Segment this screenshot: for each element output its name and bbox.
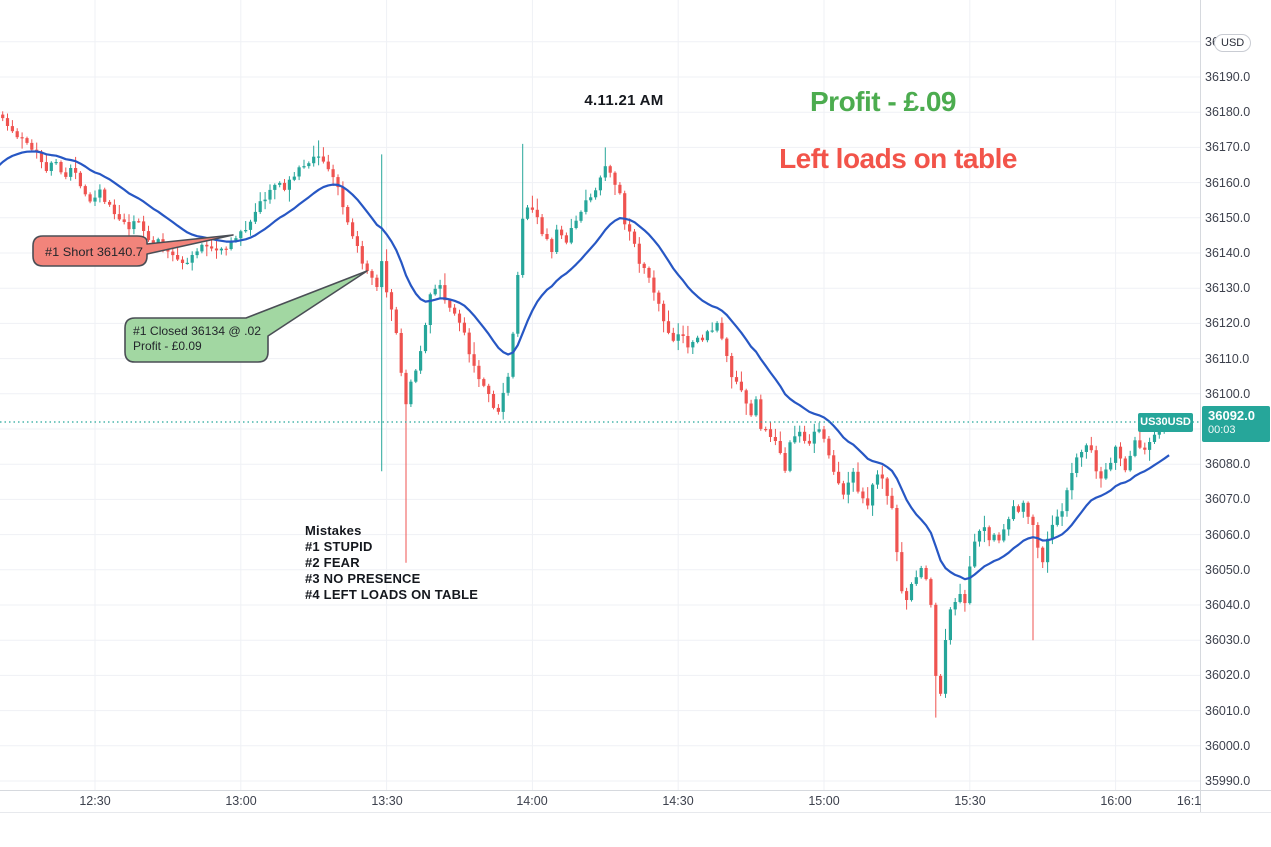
warning-note[interactable]: Left loads on table: [779, 143, 1017, 174]
price-tick-label: 36040.0: [1205, 598, 1251, 612]
candle-countdown: 00:03: [1208, 424, 1236, 436]
price-tick-label: 36080.0: [1205, 457, 1251, 471]
price-tick-label: 36050.0: [1205, 563, 1251, 577]
timestamp-note[interactable]: 4.11.21 AM: [584, 92, 664, 109]
mistakes-item-2: #2 FEAR: [305, 555, 360, 570]
time-axis-bottom-border: [0, 812, 1271, 813]
mistakes-item-1: #1 STUPID: [305, 539, 373, 554]
time-tick-label: 14:30: [662, 794, 694, 808]
short-entry-callout-bubble[interactable]: [32, 234, 234, 267]
last-price-value: 36092.0: [1208, 408, 1255, 423]
trade-closed-callout-line2: Profit - £0.09: [133, 339, 202, 353]
time-tick-label: 16:1: [1176, 794, 1202, 808]
price-tick-label: 36140.0: [1205, 246, 1251, 260]
price-tick-label: 36190.0: [1205, 70, 1251, 84]
annotation-overlay: #1 Short 36140.7 #1 Closed 36134 @ .02 P…: [32, 234, 368, 363]
price-tick-label: 36000.0: [1205, 739, 1251, 753]
profit-note[interactable]: Profit - £.09: [810, 86, 956, 117]
price-axis-border: [1200, 0, 1201, 812]
time-tick-label: 13:00: [225, 794, 257, 808]
price-tick-label: 36130.0: [1205, 281, 1251, 295]
price-tick-label: 36070.0: [1205, 492, 1251, 506]
price-tick-label: 36100.0: [1205, 387, 1251, 401]
price-tick-label: 36150.0: [1205, 211, 1251, 225]
price-tick-label: 36120.0: [1205, 316, 1251, 330]
time-tick-label: 12:30: [79, 794, 111, 808]
time-tick-label: 14:00: [516, 794, 548, 808]
time-tick-label: 13:30: [371, 794, 403, 808]
price-tick-label: 36020.0: [1205, 668, 1251, 682]
trade-closed-callout[interactable]: #1 Closed 36134 @ .02 Profit - £0.09: [124, 270, 368, 363]
mistakes-title: Mistakes: [305, 523, 362, 538]
mistakes-note[interactable]: Mistakes #1 STUPID #2 FEAR #3 NO PRESENC…: [305, 523, 478, 603]
price-tick-label: 35990.0: [1205, 774, 1251, 788]
last-price-badge: 36092.0 00:03: [1202, 406, 1270, 442]
time-axis-border: [0, 790, 1271, 791]
price-tick-label: 36010.0: [1205, 704, 1251, 718]
time-tick-label: 15:30: [954, 794, 986, 808]
grid-layer: [0, 0, 1200, 790]
price-tick-label: 36110.0: [1205, 352, 1250, 366]
trade-closed-callout-line1: #1 Closed 36134 @ .02: [133, 324, 261, 338]
time-tick-label: 16:00: [1100, 794, 1132, 808]
trade-closed-callout-bubble[interactable]: [124, 270, 368, 363]
price-tick-label: 36060.0: [1205, 528, 1251, 542]
currency-usd-button[interactable]: USD: [1214, 34, 1252, 52]
candles-layer: [1, 111, 1171, 718]
candlestick-chart[interactable]: [0, 0, 1200, 790]
short-entry-callout-label: #1 Short 36140.7: [45, 245, 143, 259]
short-entry-callout[interactable]: #1 Short 36140.7: [32, 234, 234, 267]
ema-line[interactable]: [0, 150, 1170, 581]
time-tick-label: 15:00: [808, 794, 840, 808]
symbol-price-line-badge: US30USD: [1138, 413, 1193, 432]
mistakes-item-4: #4 LEFT LOADS ON TABLE: [305, 587, 479, 602]
price-tick-label: 36030.0: [1205, 633, 1251, 647]
price-tick-label: 36160.0: [1205, 176, 1251, 190]
price-tick-label: 36170.0: [1205, 140, 1251, 154]
price-tick-label: 36180.0: [1205, 105, 1251, 119]
mistakes-item-3: #3 NO PRESENCE: [305, 571, 421, 586]
